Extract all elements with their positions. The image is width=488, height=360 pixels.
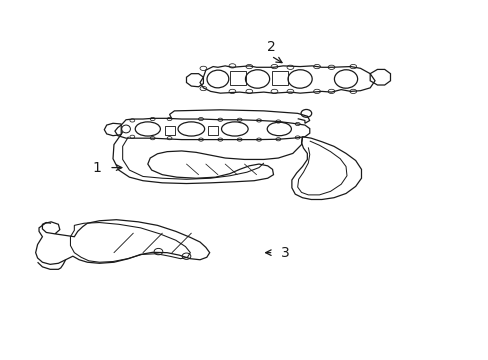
Text: 1: 1 (92, 161, 102, 175)
Text: 3: 3 (281, 246, 289, 260)
Text: 2: 2 (266, 40, 275, 54)
